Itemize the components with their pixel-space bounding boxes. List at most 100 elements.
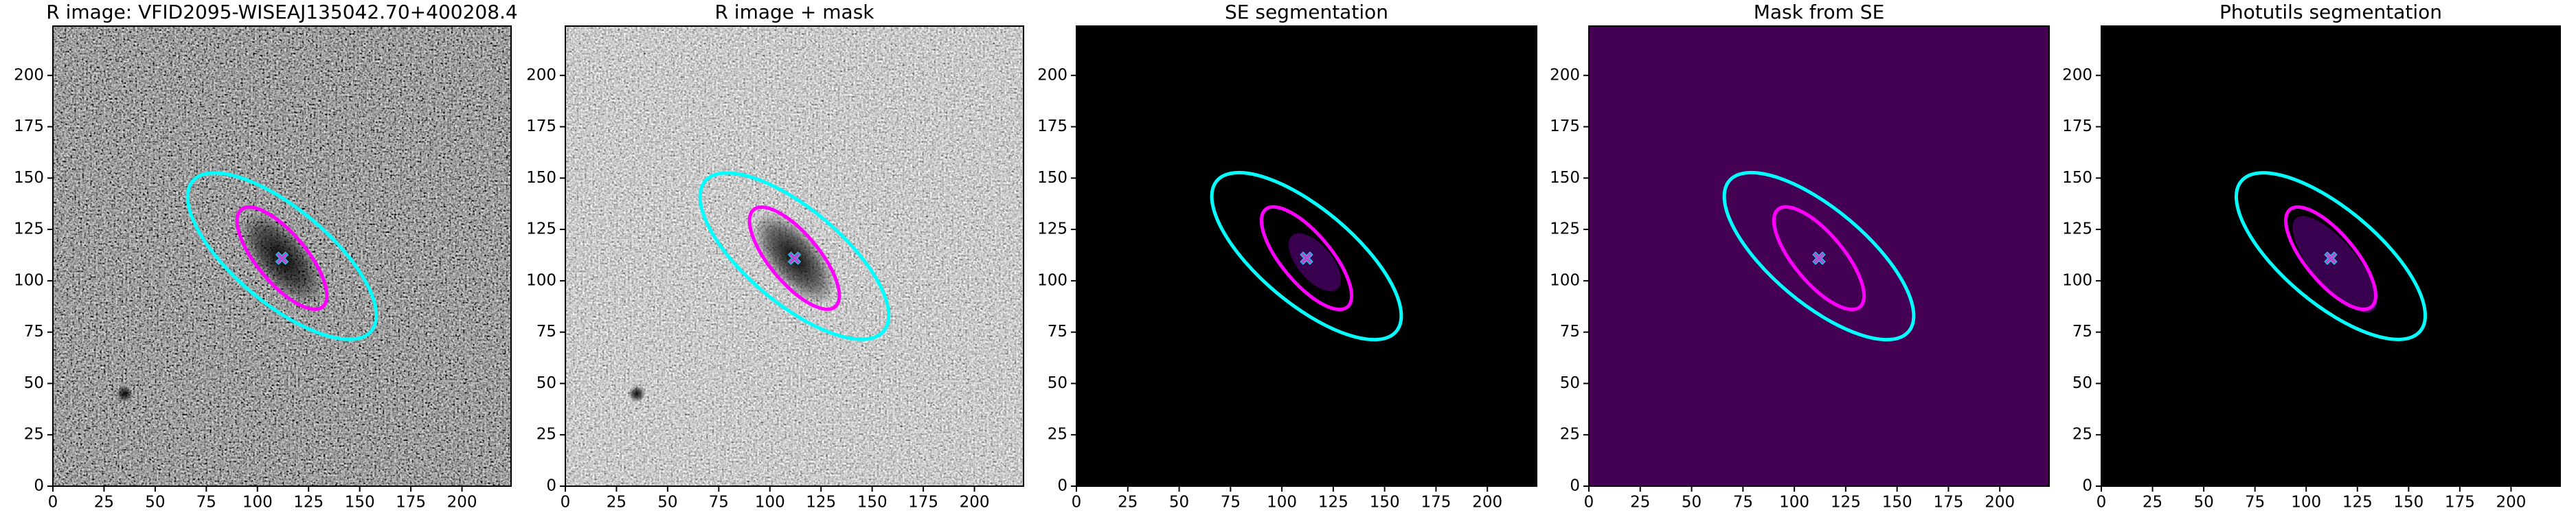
- center-marker: [2324, 251, 2338, 265]
- image-area: [53, 26, 511, 486]
- x-tick-label: 100: [242, 494, 273, 512]
- center-marker: [1812, 251, 1826, 265]
- x-tick-label: 25: [1630, 494, 1650, 512]
- x-tick-label: 150: [1370, 494, 1400, 512]
- x-tick-label: 200: [1472, 494, 1502, 512]
- x-tick-label: 50: [1169, 494, 1189, 512]
- y-tick-label: 0: [546, 477, 556, 495]
- x-tick-label: 100: [755, 494, 785, 512]
- x-tick-label: 100: [1779, 494, 1809, 512]
- x-tick-label: 100: [2291, 494, 2321, 512]
- aperture-ellipse: [2234, 171, 2428, 341]
- x-tick-label: 175: [2445, 494, 2475, 512]
- y-tick-label: 25: [1560, 426, 1580, 444]
- y-tick-label: 0: [1057, 477, 1067, 495]
- center-marker: [787, 251, 802, 265]
- axes-frame: [565, 25, 1024, 487]
- x-tick-label: 75: [1733, 494, 1753, 512]
- aperture-ellipse: [1722, 170, 1916, 342]
- y-tick-label: 125: [526, 220, 556, 238]
- aperture-ellipse: [747, 205, 841, 311]
- y-tick-label: 125: [14, 220, 44, 238]
- y-tick-label: 175: [1550, 117, 1580, 135]
- x-tick-label: 150: [1882, 494, 1912, 512]
- segment-blob: [1288, 233, 1341, 292]
- y-tick-label: 175: [526, 117, 556, 135]
- y-tick-label: 150: [14, 169, 44, 187]
- x-tick-label: 125: [806, 494, 836, 512]
- y-tick-label: 150: [1550, 169, 1580, 187]
- y-tick-label: 50: [24, 374, 44, 392]
- segment-blob: [2292, 216, 2377, 313]
- x-tick-label: 150: [345, 494, 375, 512]
- aperture-ellipse: [235, 205, 329, 311]
- x-tick-label: 75: [196, 494, 216, 512]
- image-area: [1589, 26, 2049, 486]
- aperture-ellipse: [1772, 205, 1866, 312]
- x-tick-label: 175: [1421, 494, 1451, 512]
- axes-frame: [52, 25, 512, 487]
- x-tick-label: 175: [1933, 494, 1963, 512]
- aperture-ellipse: [1259, 205, 1354, 312]
- y-tick-label: 175: [14, 117, 44, 135]
- x-tick-label: 200: [1985, 494, 2015, 512]
- panel-title: R image + mask: [714, 1, 874, 23]
- y-tick-label: 0: [34, 477, 44, 495]
- y-tick-label: 25: [2072, 426, 2092, 444]
- x-tick-label: 0: [48, 494, 58, 512]
- panel-title: R image: VFID2095-WISEAJ135042.70+400208…: [46, 1, 518, 23]
- x-tick-label: 200: [447, 494, 477, 512]
- y-tick-label: 175: [2062, 117, 2092, 135]
- x-tick-label: 150: [2393, 494, 2424, 512]
- y-tick-label: 175: [1037, 117, 1067, 135]
- x-tick-label: 175: [908, 494, 938, 512]
- x-tick-label: 25: [94, 494, 114, 512]
- y-tick-label: 100: [2062, 271, 2092, 289]
- panel-title: Photutils segmentation: [2219, 1, 2442, 23]
- y-tick-label: 50: [1560, 374, 1580, 392]
- y-tick-label: 100: [1550, 271, 1580, 289]
- x-tick-label: 0: [2097, 494, 2107, 512]
- x-tick-label: 75: [1221, 494, 1241, 512]
- x-tick-label: 25: [607, 494, 626, 512]
- x-tick-label: 100: [1267, 494, 1297, 512]
- y-tick-label: 125: [1550, 220, 1580, 238]
- y-tick-label: 100: [1037, 271, 1067, 289]
- y-tick-label: 200: [2062, 66, 2092, 84]
- dark-spot: [116, 385, 133, 402]
- y-tick-label: 75: [24, 323, 44, 341]
- y-tick-label: 100: [526, 271, 556, 289]
- y-tick-label: 0: [2082, 477, 2092, 495]
- center-marker: [275, 251, 289, 265]
- y-tick-label: 75: [2072, 323, 2092, 341]
- x-tick-label: 125: [2342, 494, 2373, 512]
- y-tick-label: 50: [536, 374, 556, 392]
- y-tick-label: 0: [1570, 477, 1580, 495]
- axes-frame: [2101, 25, 2561, 487]
- center-marker: [1300, 251, 1313, 265]
- panel-title: Mask from SE: [1754, 1, 1885, 23]
- y-tick-label: 200: [526, 66, 556, 84]
- x-tick-label: 200: [960, 494, 990, 512]
- y-tick-label: 200: [1037, 66, 1067, 84]
- y-tick-label: 50: [2072, 374, 2092, 392]
- image-area: [565, 26, 1024, 486]
- y-tick-label: 75: [536, 323, 556, 341]
- x-tick-label: 125: [1318, 494, 1348, 512]
- y-tick-label: 125: [1037, 220, 1067, 238]
- y-tick-label: 50: [1048, 374, 1067, 392]
- y-tick-label: 125: [2062, 220, 2092, 238]
- x-tick-label: 0: [1584, 494, 1594, 512]
- y-tick-label: 150: [2062, 169, 2092, 187]
- x-tick-label: 150: [857, 494, 888, 512]
- axes-frame: [1076, 25, 1537, 487]
- panel-title: SE segmentation: [1225, 1, 1388, 23]
- y-tick-label: 200: [14, 66, 44, 84]
- y-tick-label: 25: [24, 426, 44, 444]
- x-tick-label: 0: [561, 494, 571, 512]
- y-tick-label: 150: [526, 169, 556, 187]
- x-tick-label: 50: [1682, 494, 1702, 512]
- image-area: [1076, 26, 1537, 486]
- aperture-ellipse: [185, 171, 379, 341]
